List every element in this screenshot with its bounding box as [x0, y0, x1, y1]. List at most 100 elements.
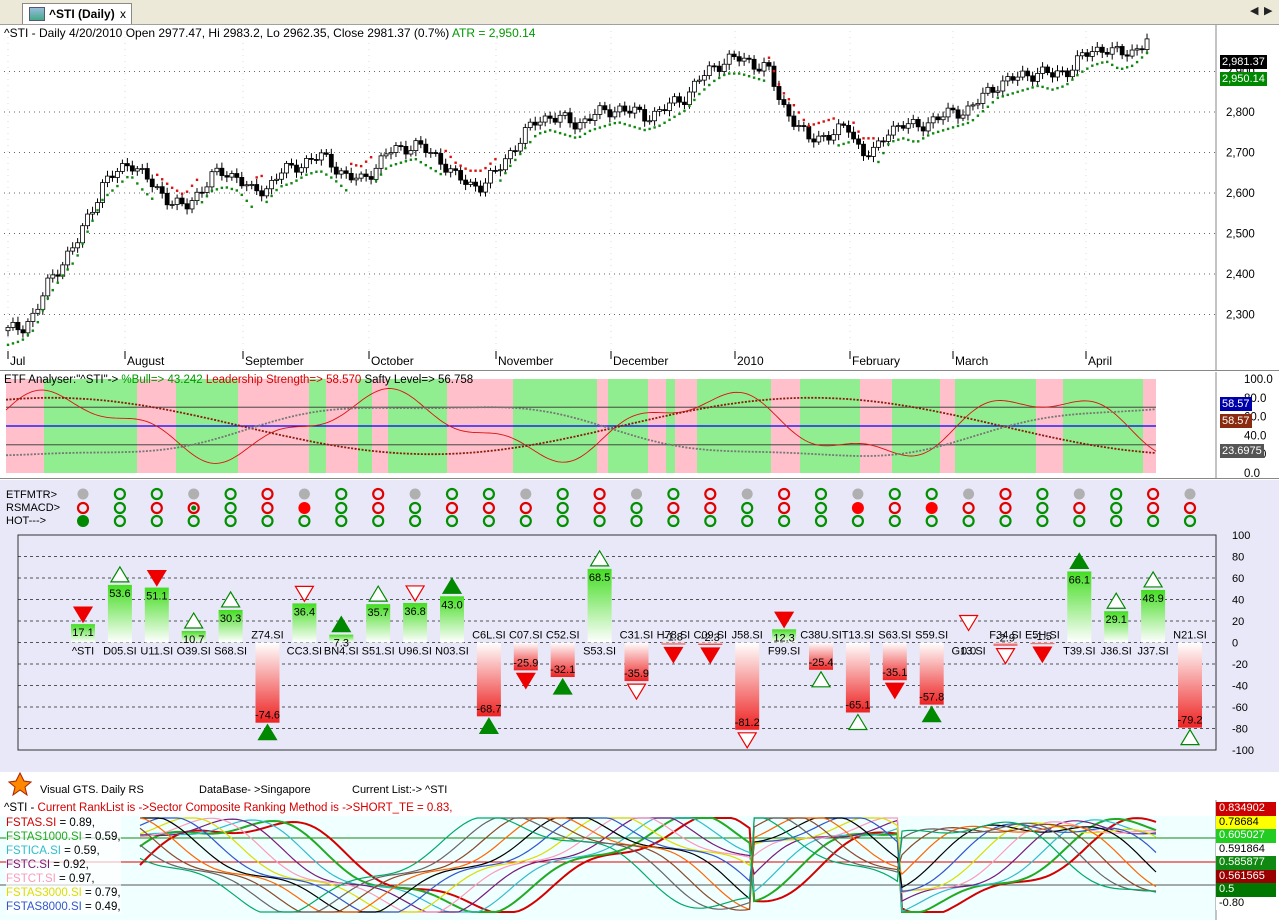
stop-dot [185, 190, 189, 193]
rank-bar-J37.SI [1141, 589, 1166, 643]
candle-body [806, 126, 812, 140]
stop-dot [320, 170, 323, 173]
stop-dot [1011, 92, 1014, 95]
scroll-left-icon[interactable]: ◀ [1250, 5, 1259, 17]
signal-ring [372, 514, 385, 528]
candle-body [512, 150, 518, 152]
signal-ring [1036, 501, 1049, 515]
candle-body [105, 175, 110, 183]
stop-dot [782, 92, 786, 95]
candle-body [632, 106, 638, 114]
price-pane[interactable]: 2,9002,8002,7002,6002,5002,4002,300JulAu… [0, 25, 1279, 371]
candle-body [900, 125, 906, 129]
stop-dot [335, 180, 338, 183]
stop-dot [330, 176, 333, 179]
candle-body [1079, 52, 1085, 57]
stop-dot [917, 140, 920, 143]
candle-body [617, 105, 623, 113]
rank-name-label: S53.SI [583, 646, 616, 658]
rank-value-label: -65.1 [845, 699, 870, 711]
candle-body [1134, 48, 1140, 51]
candle-body [80, 225, 86, 244]
stop-dot [76, 254, 79, 257]
rank-value-label: 0.0 [961, 646, 976, 658]
rs-legend-item: FSTAS8000.SI = 0.49, [6, 900, 121, 914]
signal-ring [519, 501, 532, 515]
stop-dot [732, 72, 736, 75]
signal-ring [187, 514, 200, 528]
stop-dot [548, 129, 552, 132]
rank-bar-C09.SI [698, 642, 723, 645]
stop-dot [688, 104, 691, 108]
stop-dot [409, 158, 413, 161]
candle-body [925, 122, 931, 132]
rs-value-badge: 0.561565 [1216, 869, 1276, 883]
stop-dot [1120, 67, 1124, 71]
stop-dot [285, 183, 288, 186]
stop-dot [1101, 61, 1104, 64]
close-icon[interactable]: x [120, 7, 126, 21]
candle-body [970, 104, 976, 107]
stop-dot [534, 134, 537, 138]
rank-pane[interactable]: 100 80 60 40 20 0 -20 -40 -60 -80 -100 17.1 ^STI 53.6… [0, 480, 1279, 772]
stop-dot [325, 173, 328, 176]
stop-dot [1056, 86, 1059, 90]
rank-arrow-icon [368, 584, 389, 602]
candle-body [1070, 69, 1075, 78]
candle-body [547, 115, 553, 119]
rank-name-label: J37.SI [1138, 646, 1169, 658]
rank-arrow-icon [441, 577, 463, 594]
candle-body [468, 181, 473, 185]
candle-body [378, 155, 384, 169]
signal-ring [1110, 514, 1123, 528]
stop-dot [21, 338, 25, 341]
signal-ring [814, 514, 828, 528]
candle-body [1104, 51, 1110, 55]
stop-dot [723, 73, 726, 77]
candle-body [602, 105, 608, 111]
candle-body [507, 150, 513, 160]
candle-body [537, 121, 543, 126]
stop-dot [86, 230, 89, 233]
rs-pane[interactable]: ^STI - Current RankList is ->Sector Comp… [0, 800, 1279, 920]
gts-logo-icon [8, 772, 32, 796]
stop-dot [240, 193, 243, 197]
chart-icon [29, 7, 45, 21]
rank-bar-S59.SI [919, 642, 944, 705]
stop-dot [713, 79, 716, 83]
scroll-right-icon[interactable]: ▶ [1264, 5, 1273, 17]
stop-dot [399, 161, 403, 164]
candle-body [905, 123, 911, 129]
rank-bar-E5H.SI [1030, 642, 1055, 645]
stop-dot [827, 118, 830, 122]
rank-bar-T13.SI [845, 642, 870, 713]
stop-dot [210, 189, 214, 193]
stop-dot [892, 139, 895, 143]
stop-dot [290, 182, 293, 185]
candle-body [920, 126, 926, 132]
rank-arrow-icon [552, 677, 573, 695]
signal-ring [150, 501, 163, 515]
stop-dot [787, 98, 791, 101]
safety-value: 56.758 [438, 374, 474, 386]
signal-ring [888, 514, 901, 528]
candle-body [1030, 75, 1036, 82]
tab-sti-daily[interactable]: ^STI (Daily) x [22, 3, 132, 24]
candle-body [100, 182, 105, 203]
month-label: Jul [10, 354, 25, 368]
rank-arrow-icon [626, 683, 647, 701]
etf-chart: 100.080.060.040.020.00.0 [5, 372, 1279, 478]
etf-pane[interactable]: 100.080.060.040.020.00.0 ETF Analyser:"^… [0, 372, 1279, 479]
stop-dot [872, 137, 875, 140]
stop-dot [852, 121, 855, 124]
signal-ring [1073, 514, 1086, 528]
candle-body [493, 170, 498, 172]
month-label: February [852, 354, 900, 368]
rank-arrow-icon [958, 614, 979, 632]
rank-value-label: 48.9 [1142, 593, 1163, 605]
stop-dot [936, 130, 940, 134]
signal-ring [556, 501, 569, 515]
bull-value: 43.242 [167, 374, 203, 386]
stop-dot [41, 309, 45, 312]
candle-body [134, 168, 140, 172]
